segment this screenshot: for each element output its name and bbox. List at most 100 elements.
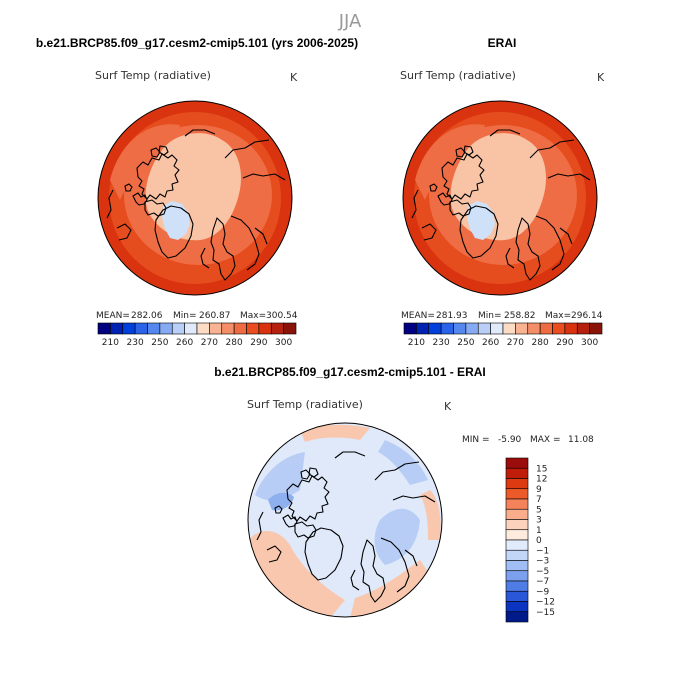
model-mean-label: MEAN= <box>96 311 130 321</box>
colorbar-1-swatch <box>552 322 566 335</box>
colorbar-1-tick-label: 230 <box>433 338 450 348</box>
colorbar-0-tick-label: 230 <box>127 338 144 348</box>
colorbar-1-tick-label: 280 <box>532 338 549 348</box>
diff-colorbar-swatch <box>505 498 529 510</box>
diff-min-value: -5.90 <box>498 435 522 445</box>
colorbar-1-tick-label: 250 <box>457 338 474 348</box>
panel-diff-map-border <box>247 422 443 618</box>
diff-colorbar-swatch <box>505 467 529 479</box>
colorbar-0-tick-label: 290 <box>250 338 267 348</box>
panel-diff-units: K <box>444 400 452 413</box>
diff-colorbar-tick-label: 5 <box>536 505 542 515</box>
diff-colorbar-swatch <box>505 560 529 572</box>
panel-erai-units: K <box>597 71 605 84</box>
colorbar-0-swatch <box>147 322 161 335</box>
panel-diff-map <box>248 423 442 617</box>
model-min-label: Min= <box>173 311 197 321</box>
colorbar-0-swatch <box>270 322 284 335</box>
panel-erai-stats: MEAN= 281.93 Min= 258.82 Max= 296.14 <box>401 311 603 321</box>
diff-warm-southwest <box>248 531 345 617</box>
diff-colorbar-tick-label: −1 <box>536 546 549 556</box>
colorbar-0-swatch <box>110 322 124 335</box>
panel-erai-variable: Surf Temp (radiative) <box>400 69 516 82</box>
diff-colorbar-swatch <box>505 601 529 613</box>
diff-colorbar-swatch <box>505 508 529 520</box>
colorbar-1-swatch <box>527 322 541 335</box>
diff-colorbar-tick-label: 7 <box>536 495 542 505</box>
colorbar-0-tick-label: 250 <box>151 338 168 348</box>
colorbar-0-swatch <box>184 322 198 335</box>
diff-colorbar-swatch <box>505 478 529 490</box>
erai-min-label: Min= <box>478 311 502 321</box>
colorbar-1-tick-label: 270 <box>507 338 524 348</box>
diff-colorbar-tick-label: −9 <box>536 587 550 597</box>
erai-greenland-ice <box>467 201 495 240</box>
colorbar-1-tick-label: 290 <box>556 338 573 348</box>
panel-model-stats: MEAN= 282.06 Min= 260.87 Max= 300.54 <box>96 311 298 321</box>
diff-colorbar-tick-label: 1 <box>536 526 542 536</box>
panel-diff-stats: MIN = -5.90 MAX = 11.08 <box>462 435 594 445</box>
erai-min-value: 258.82 <box>504 311 536 321</box>
diff-colorbar-tick-label: −7 <box>536 577 549 587</box>
model-greenland-ice <box>162 201 190 240</box>
colorbar-1-swatch <box>416 322 430 335</box>
diff-colorbar-swatch <box>505 590 529 602</box>
colorbar-1-tick-label: 210 <box>408 338 425 348</box>
diff-colorbar-tick-label: −15 <box>536 608 555 618</box>
diff-colorbar-swatch <box>505 519 529 531</box>
model-mean-value: 282.06 <box>131 311 163 321</box>
diff-colorbar-tick-label: −3 <box>536 557 549 567</box>
diff-warm-south <box>350 560 430 617</box>
panel-model-map <box>98 101 292 295</box>
diff-max-value: 11.08 <box>568 435 594 445</box>
colorbar-0-swatch <box>221 322 235 335</box>
colorbar-0-swatch <box>246 322 260 335</box>
colorbar-0-swatch <box>97 322 111 335</box>
model-max-label: Max= <box>240 311 266 321</box>
colorbar-0-swatch <box>258 322 272 335</box>
panel-erai-colorbar: 210 230 250 260 270 280 290 300 <box>403 322 603 348</box>
colorbar-0-tick-label: 210 <box>102 338 119 348</box>
erai-max-value: 296.14 <box>571 311 603 321</box>
panel-erai: ERAI Surf Temp (radiative) K MEAN= 281.9… <box>400 36 605 348</box>
diff-colorbar-tick-label: 9 <box>536 485 542 495</box>
panel-erai-map-border <box>402 100 598 296</box>
erai-warm-tongue <box>415 124 485 200</box>
colorbar-1-tick-label: 300 <box>581 338 598 348</box>
diff-colorbar-swatch <box>505 457 529 469</box>
model-min-value: 260.87 <box>199 311 231 321</box>
panel-model-map-border <box>97 100 293 296</box>
diff-cool-northeast <box>378 440 428 485</box>
colorbar-0-tick-label: 280 <box>226 338 243 348</box>
colorbar-0-swatch <box>209 322 223 335</box>
colorbar-0-swatch <box>283 322 297 335</box>
diff-warm-east <box>420 490 441 540</box>
colorbar-0-tick-label: 270 <box>201 338 218 348</box>
erai-mean-label: MEAN= <box>401 311 435 321</box>
colorbar-0-swatch <box>196 322 210 335</box>
panel-model-colorbar: 210 230 250 260 270 280 290 300 <box>97 322 297 348</box>
colorbar-0-swatch <box>134 322 148 335</box>
colorbar-1-swatch <box>453 322 467 335</box>
diff-cool-east <box>374 508 420 565</box>
colorbar-1-swatch <box>502 322 516 335</box>
diff-colorbar-swatch <box>505 549 529 561</box>
panel-model: b.e21.BRCP85.f09_g17.cesm2-cmip5.101 (yr… <box>36 36 358 348</box>
diff-min-label: MIN = <box>462 435 490 445</box>
diff-colorbar-swatch <box>505 570 529 582</box>
colorbar-1-swatch <box>440 322 454 335</box>
panel-erai-map <box>403 101 597 295</box>
panel-erai-title: ERAI <box>488 36 517 50</box>
colorbar-0-swatch <box>233 322 247 335</box>
colorbar-1-swatch <box>589 322 603 335</box>
diff-max-label: MAX = <box>530 435 561 445</box>
diff-colorbar-tick-label: −12 <box>536 598 555 608</box>
diff-colorbar-swatch <box>505 488 529 500</box>
model-warm-tongue <box>110 124 180 200</box>
diff-colorbar-swatch <box>505 611 529 623</box>
colorbar-0-tick-label: 300 <box>275 338 292 348</box>
diff-colorbar-tick-label: 15 <box>536 464 547 474</box>
colorbar-1-swatch <box>465 322 479 335</box>
colorbar-1-swatch <box>539 322 553 335</box>
